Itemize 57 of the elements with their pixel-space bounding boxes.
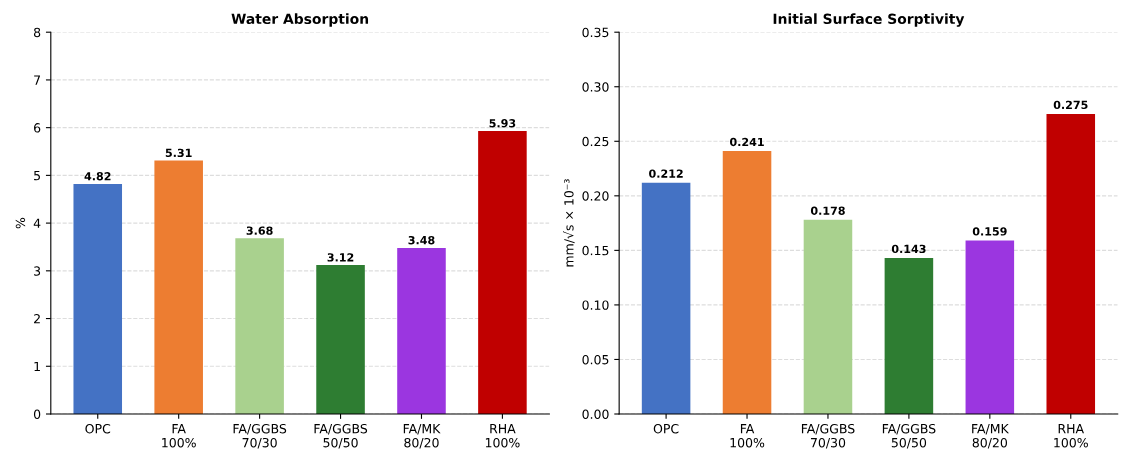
y-axis-title: % <box>15 217 26 229</box>
x-tick-label: FA 100% <box>730 424 765 448</box>
chart-title: Water Absorption <box>231 13 369 27</box>
y-tick-label: 0.05 <box>582 354 609 365</box>
x-tick-label: FA/GGBS 70/30 <box>233 423 287 449</box>
x-tick-label: RHA 100% <box>485 424 520 448</box>
x-tick-label: FA/MK 80/20 <box>403 424 441 449</box>
y-tick-label: 0.30 <box>582 82 609 92</box>
y-tick-label: 5 <box>34 171 40 181</box>
bar <box>73 183 123 414</box>
x-tick-label: OPC <box>653 423 679 434</box>
data-label: 3.12 <box>327 253 354 262</box>
bar <box>154 160 203 414</box>
data-label: 3.48 <box>408 235 435 245</box>
data-label: 4.82 <box>84 172 111 181</box>
data-label: 0.275 <box>1053 100 1088 110</box>
y-tick-label: 3 <box>34 266 41 276</box>
bar <box>641 182 691 414</box>
y-tick-label: 0.35 <box>582 27 609 38</box>
bar <box>722 151 772 414</box>
bar <box>478 130 527 414</box>
y-axis-title: mm/√s × 10⁻³ <box>563 179 575 267</box>
bar <box>803 219 853 414</box>
y-tick-label: 0.10 <box>582 300 609 310</box>
x-tick-label: FA/GGBS 70/30 <box>801 423 855 449</box>
data-label: 3.68 <box>246 226 273 235</box>
y-tick-label: 0.00 <box>582 409 609 419</box>
x-tick-label: FA/GGBS 50/50 <box>314 423 368 449</box>
y-tick-label: 0.20 <box>582 191 609 201</box>
bar <box>316 265 365 414</box>
y-tick-label: 8 <box>33 27 41 38</box>
data-label: 0.212 <box>649 169 683 178</box>
y-tick-label: 0.25 <box>582 136 609 147</box>
data-label: 0.143 <box>891 244 926 254</box>
data-label: 5.31 <box>165 148 192 158</box>
x-tick-label: FA/MK 80/20 <box>972 424 1009 449</box>
data-label: 0.241 <box>729 137 764 147</box>
data-label: 5.93 <box>489 119 516 128</box>
y-tick-label: 2 <box>34 314 40 324</box>
bar <box>965 240 1015 414</box>
bar <box>884 258 934 414</box>
x-tick-label: OPC <box>85 423 111 434</box>
x-tick-label: RHA 100% <box>1054 424 1088 448</box>
data-label: 0.178 <box>810 206 845 215</box>
y-tick-label: 0 <box>33 409 41 419</box>
x-tick-label: FA 100% <box>162 424 196 448</box>
data-label: 0.159 <box>972 227 1007 236</box>
bar <box>1046 114 1096 414</box>
bar <box>235 238 284 414</box>
bar <box>397 247 446 414</box>
y-tick-label: 4 <box>33 218 41 228</box>
y-tick-label: 6 <box>34 123 41 133</box>
x-tick-label: FA/GGBS 50/50 <box>882 423 936 449</box>
chart-title: Initial Surface Sorptivity <box>773 13 965 27</box>
y-tick-label: 7 <box>34 75 41 85</box>
y-tick-label: 1 <box>34 361 40 372</box>
y-tick-label: 0.15 <box>582 245 609 256</box>
